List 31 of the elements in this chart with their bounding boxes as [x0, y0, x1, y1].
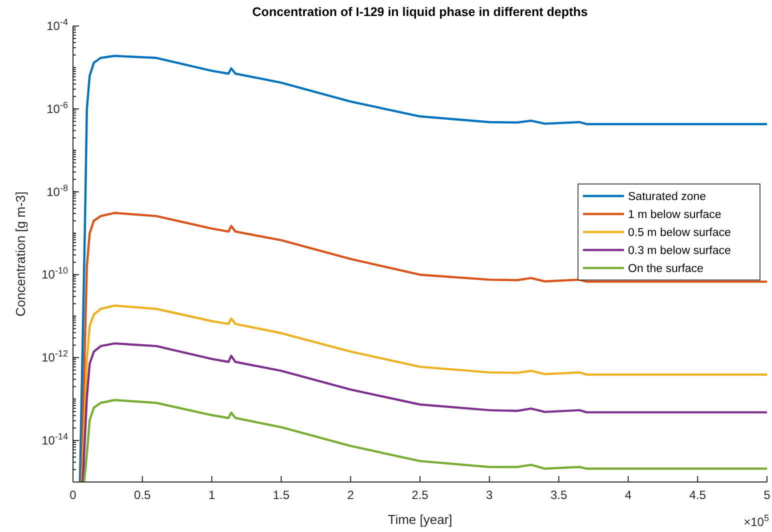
legend-label: 1 m below surface: [628, 209, 722, 221]
line-series: [83, 398, 768, 484]
x-tick-label: 2.5: [412, 488, 429, 502]
y-tick-label: 10$^{-12}$: [42, 348, 68, 365]
y-tick-label: 10$^{-6}$: [46, 100, 68, 116]
x-tick-label: 3.5: [550, 488, 568, 502]
legend-label: 0.5 m below surface: [628, 227, 731, 239]
legend-label: 0.3 m below surface: [628, 245, 731, 257]
x-tick-label: 1.5: [272, 488, 290, 502]
x-axis-title: Time [year]: [388, 512, 452, 527]
y-tick-label: 10$^{-4}$: [46, 17, 68, 33]
x-tick-label: 2: [347, 488, 354, 502]
x-tick-label: 1: [208, 488, 216, 502]
y-axis-title: Concentration [g m-3]: [13, 191, 28, 317]
legend-label: Saturated zone: [628, 191, 706, 203]
line-series: [78, 54, 768, 484]
line-series: [80, 304, 768, 484]
y-tick-label: 10$^{-14}$: [42, 432, 68, 448]
x-tick-label: 0.5: [134, 488, 152, 502]
line-series: [82, 342, 768, 484]
line-series: [80, 212, 768, 484]
y-tick-label: 10$^{-8}$: [46, 182, 68, 199]
x-tick-label: 0: [70, 488, 77, 502]
x-tick-label: 4.5: [689, 488, 706, 502]
legend-label: On the surface: [628, 263, 704, 275]
x-tick-label: 4: [624, 488, 632, 502]
chart-title: Concentration of I-129 in liquid phase in different depths: [252, 5, 588, 19]
x-tick-label: 3: [486, 488, 494, 502]
x-tick-label: 5: [764, 488, 771, 502]
y-tick-label: 10$^{-10}$: [42, 266, 68, 282]
text: ×10$^{5}$: [744, 513, 769, 529]
